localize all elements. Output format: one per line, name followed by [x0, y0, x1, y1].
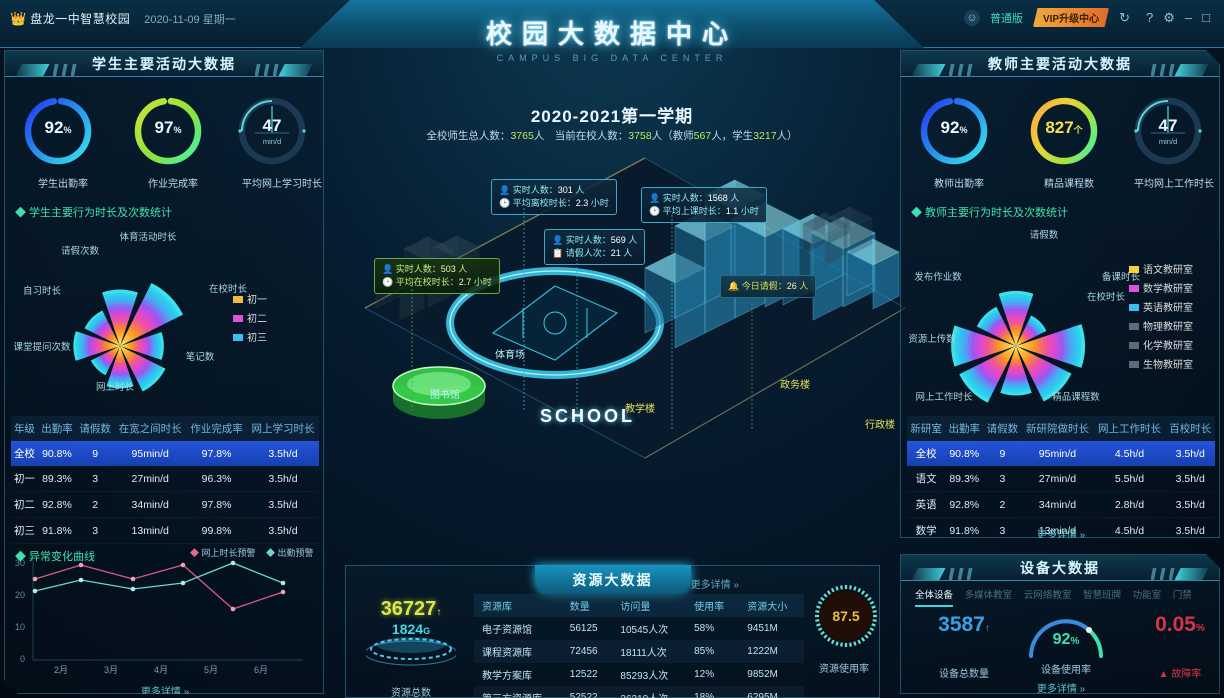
svg-text:87.5: 87.5 — [832, 608, 859, 624]
svg-text:0: 0 — [20, 654, 25, 664]
svg-text:min/d: min/d — [263, 137, 281, 146]
svg-text:92%: 92% — [45, 118, 72, 137]
svg-text:97%: 97% — [155, 118, 182, 137]
svg-text:4月: 4月 — [154, 665, 168, 675]
svg-text:2月: 2月 — [54, 665, 68, 675]
svg-text:30: 30 — [15, 558, 25, 568]
svg-text:827个: 827个 — [1045, 118, 1083, 137]
svg-text:47: 47 — [263, 116, 282, 135]
svg-text:5月: 5月 — [204, 665, 218, 675]
svg-text:6月: 6月 — [254, 665, 268, 675]
svg-text:3月: 3月 — [104, 665, 118, 675]
svg-text:min/d: min/d — [1159, 137, 1177, 146]
svg-text:47: 47 — [1159, 116, 1178, 135]
svg-text:10: 10 — [15, 622, 25, 632]
svg-text:92%: 92% — [941, 118, 968, 137]
svg-text:92%: 92% — [1053, 631, 1080, 648]
svg-text:20: 20 — [15, 590, 25, 600]
